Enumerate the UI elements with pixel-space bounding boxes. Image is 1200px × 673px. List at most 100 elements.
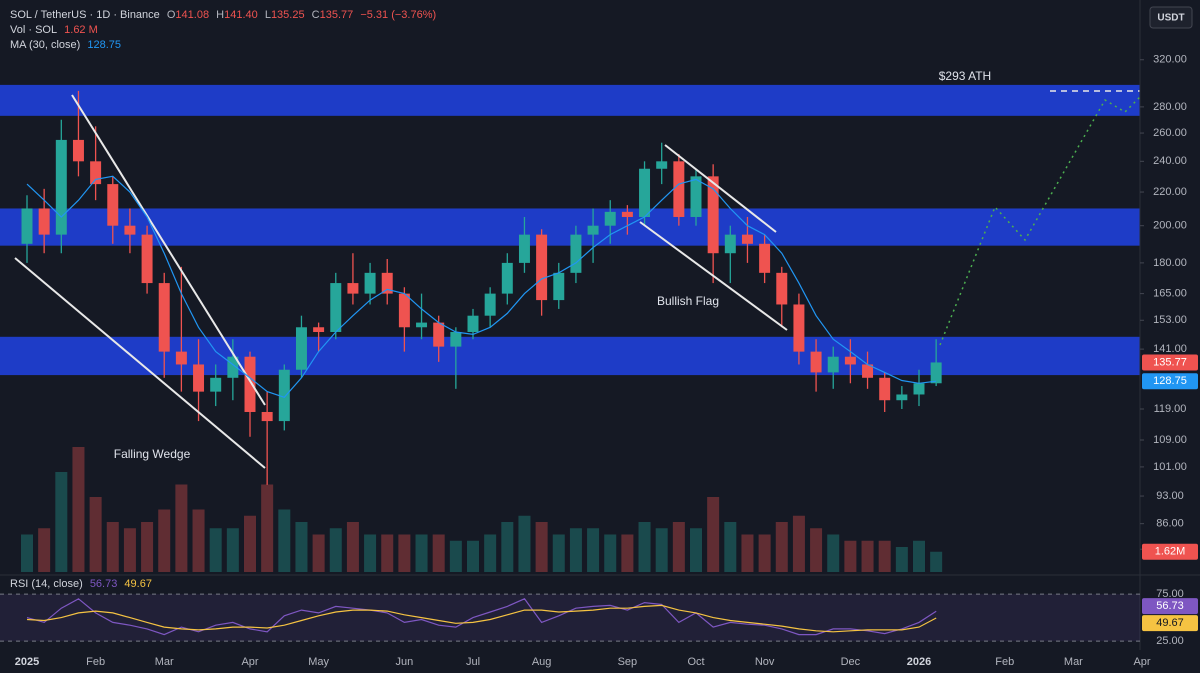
volume-bar [569,528,582,572]
candle-body [810,351,822,373]
ohlc-value: 141.40 [224,9,258,21]
x-tick-label: Mar [155,656,174,668]
candle-body [124,225,136,235]
volume-bar [89,497,102,572]
candle-body [141,234,153,284]
volume-bar [158,509,171,572]
volume-bar [55,472,68,572]
volume-bar [810,528,823,572]
candle-body [278,369,290,422]
volume-bar [141,522,154,572]
candle-body [896,394,908,401]
candle-body [879,377,891,401]
y-tick-label: 109.00 [1153,434,1187,446]
header-line: SOL / TetherUS · 1D · Binance O141.08 H1… [10,9,440,21]
ohlc-value: 141.08 [175,9,210,21]
candle-body [90,161,102,185]
y-tick-label: 165.00 [1153,288,1187,300]
candle-body [484,293,496,316]
volume-bar [707,497,720,572]
x-tick-label: Dec [841,656,861,668]
zone [0,84,1140,116]
rsi-ma-tag: 49.67 [1156,617,1184,629]
candle-body [347,283,359,294]
flag-lower [639,221,788,331]
y-tick-label: 180.00 [1153,257,1187,269]
x-tick-label: Apr [241,656,258,668]
volume-bar [878,540,891,572]
rsi-ma-value: 49.67 [124,578,152,590]
volume-bar [861,540,874,572]
ma-tag: 128.75 [1153,375,1187,387]
candle-body [193,364,205,392]
y-tick-label: 200.00 [1153,220,1187,232]
candle-body [673,161,685,217]
volume-bar [552,534,565,572]
volume-bar [758,534,771,572]
y-tick-label: 119.00 [1154,403,1187,415]
volume-layer [20,447,943,572]
ohlc-name: C [311,9,320,21]
currency-label[interactable]: USDT [1157,13,1184,24]
candle-body [913,383,925,395]
candle-body [107,184,119,226]
volume-bar [243,515,257,572]
candle-body [536,234,548,301]
rsi-band [0,594,1140,642]
volume-bar [775,522,788,572]
volume-bar [535,522,548,572]
volume-bar [364,534,377,572]
volume-bar [398,534,411,572]
ma-tag-bg [1142,373,1198,390]
volume-bar [175,484,188,572]
wedge-upper [71,94,266,406]
candle-body [724,234,736,254]
rsi-tick-label: 25.00 [1156,635,1184,647]
volume-bar [449,540,462,572]
candle-body [364,272,376,294]
ohlc-name: H [216,9,225,21]
y-tick-label: 93.00 [1156,490,1184,502]
volume-tag-bg [1142,543,1198,560]
rsi-value: 56.73 [89,578,118,590]
candle-body [416,322,428,328]
volume-bar [741,534,754,572]
candle-body [759,243,771,273]
ohlc-value: 135.77 [319,9,354,21]
y-tick-label: 260.00 [1153,127,1187,139]
x-tick-label: Feb [995,656,1014,668]
candle-body [398,293,410,328]
volume-bar [895,547,908,572]
symbol: SOL / TetherUS · 1D · Binance [10,9,160,21]
candle-body [313,327,325,333]
flag-upper [664,144,777,233]
x-tick-label: Apr [1133,656,1150,668]
x-tick-label: Mar [1064,656,1083,668]
candle-body [330,283,342,333]
volume-bar [346,522,359,572]
candle-body [261,411,273,422]
ath-label: $293 ATH [939,69,991,83]
candle-body [72,139,84,162]
candle-body [38,208,50,235]
candle-body [707,176,719,254]
change: −5.31 (−3.76%) [360,9,437,21]
zones [0,84,1140,376]
volume-bar [38,528,51,572]
volume-bar [518,515,531,572]
volume-bar [792,515,805,572]
x-tick-label: 2025 [15,656,39,668]
volume-bar [295,522,308,572]
ma-line [26,175,937,398]
rsi-ma-tag-bg [1142,615,1198,632]
currency-box[interactable] [1149,6,1193,29]
candle-body [553,272,565,301]
volume-tag: 1.62M [1155,546,1186,558]
y-tick-label: 280.00 [1153,101,1187,113]
volume-bar [106,522,119,572]
volume-bar [689,528,703,572]
volume-bar [123,528,136,572]
rsi-tag: 56.73 [1156,600,1184,612]
candle-body [844,356,856,365]
